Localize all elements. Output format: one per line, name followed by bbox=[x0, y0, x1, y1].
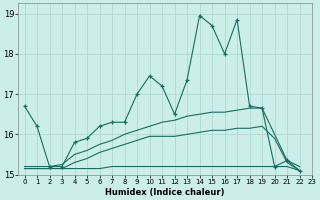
X-axis label: Humidex (Indice chaleur): Humidex (Indice chaleur) bbox=[105, 188, 225, 197]
